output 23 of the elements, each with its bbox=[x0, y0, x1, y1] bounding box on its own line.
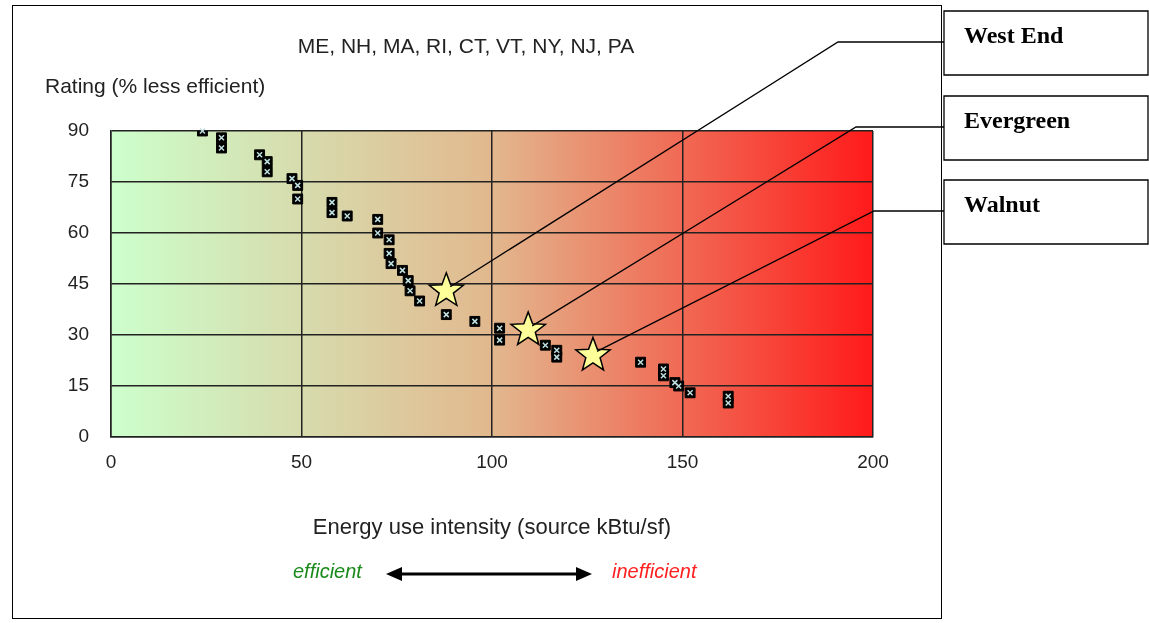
y-tick-label: 60 bbox=[67, 221, 89, 243]
x-tick-label: 150 bbox=[666, 450, 699, 472]
y-tick-label: 90 bbox=[67, 119, 89, 141]
x-tick-label: 0 bbox=[105, 450, 117, 472]
annotation: Evergreen bbox=[964, 107, 1071, 134]
y-tick-label: 30 bbox=[67, 323, 89, 345]
point bbox=[428, 272, 465, 307]
x-axis-title: Energy use intensity (source kBtu/sf) bbox=[312, 514, 672, 540]
chart-title: ME, NH, MA, RI, CT, VT, NY, NJ, PA bbox=[297, 34, 635, 58]
y-tick-label: 0 bbox=[78, 425, 89, 447]
x-tick-label: 200 bbox=[857, 450, 889, 472]
text: inefficient bbox=[612, 560, 697, 583]
point bbox=[510, 311, 547, 346]
x-tick-label: 50 bbox=[290, 450, 313, 472]
y-tick-label: 45 bbox=[67, 272, 89, 294]
annotation: Walnut bbox=[964, 191, 1041, 218]
text: efficient bbox=[293, 560, 362, 583]
point bbox=[575, 336, 611, 371]
x-tick-label: 100 bbox=[476, 450, 508, 472]
y-tick-label: 15 bbox=[67, 374, 89, 396]
annotation: West End bbox=[964, 22, 1065, 49]
y-tick-label: 75 bbox=[67, 170, 89, 192]
y-axis-title: Rating (% less efficient) bbox=[45, 74, 266, 98]
